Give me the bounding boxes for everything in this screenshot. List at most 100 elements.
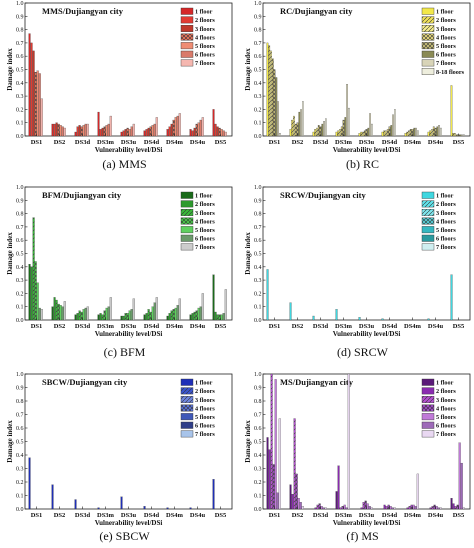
legend-swatch	[421, 413, 435, 421]
bar-DS4m-2-floors	[406, 507, 409, 510]
y-tick-label: 0.7	[254, 41, 262, 47]
y-tick-label: 0.0	[16, 318, 24, 324]
y-tick-label: 0.5	[16, 252, 24, 258]
y-tick-label: 0.0	[16, 507, 24, 513]
legend-label: 1 floor	[436, 193, 454, 200]
x-tick-label: DS5	[453, 323, 465, 330]
bar-DS2-1-floor	[289, 302, 292, 321]
y-tick-label: 0.2	[16, 291, 24, 297]
y-axis-label: Damage index	[244, 420, 252, 463]
bar-DS4d-5-floors	[151, 125, 154, 137]
bar-DS4d-7-floors	[393, 507, 396, 510]
bar-DS2-8-18-floors	[302, 101, 304, 137]
bar-DS4u-5-floors	[197, 307, 200, 321]
bar-DS3u-2-floors	[122, 315, 125, 321]
bar-DS1-8-18-floors	[279, 133, 281, 137]
legend-swatch	[180, 200, 194, 208]
legend-swatch	[421, 378, 435, 386]
bar-DS4d-6-floors	[390, 125, 393, 137]
bar-DS3m-6-floors	[107, 123, 110, 137]
bar-DS5-7-floors	[462, 507, 465, 510]
bar-DS4u-4-floors	[195, 310, 198, 321]
bar-DS1-1-floor	[28, 33, 31, 137]
bar-DS1-6-floors	[38, 73, 41, 137]
y-tick-label: 0.1	[16, 121, 24, 127]
bar-DS3d-3-floors	[78, 125, 81, 137]
bar-DS5-6-floors	[222, 313, 225, 321]
bar-DS4m-6-floors	[413, 127, 416, 137]
bar-DS4u-8-18-floors	[440, 127, 442, 137]
x-tick-label: DS5	[215, 139, 227, 146]
y-tick-label: 0.6	[16, 238, 24, 244]
bar-DS1-7-floors	[40, 98, 43, 137]
legend-swatch	[180, 191, 194, 199]
bar-DS1-4-floors	[34, 72, 37, 137]
legend-swatch	[421, 208, 435, 216]
x-tick-label: DS1	[31, 139, 43, 146]
bar-DS5-7-floors	[461, 134, 463, 137]
bar-DS5-2-floors	[452, 133, 455, 137]
y-tick-label: 0.4	[16, 81, 24, 87]
x-axis-label: Vulnerability level/DSi	[333, 519, 401, 527]
x-axis-label: Vulnerability level/DSi	[95, 519, 163, 527]
bar-DS3d-4-floors	[318, 503, 321, 510]
x-tick-label: DS2	[54, 512, 66, 519]
y-tick-label: 0.7	[254, 413, 262, 419]
y-tick-label: 0.8	[16, 212, 24, 218]
bar-DS3d-5-floors	[320, 506, 323, 510]
bar-DS1-3-floors	[32, 217, 35, 321]
bar-DS4u-5-floors	[197, 122, 200, 137]
x-tick-label: DS1	[269, 512, 281, 519]
bar-DS3m-1-floor	[335, 131, 338, 137]
bar-DS1-1-floor	[266, 42, 269, 137]
bar-DS3u-6-floors	[130, 126, 133, 137]
bar-DS3u-3-floors	[362, 502, 365, 510]
y-tick-label: 0.2	[254, 107, 262, 113]
legend-label: 2 floors	[195, 388, 215, 395]
legend-swatch	[180, 430, 194, 438]
bar-DS4m-4-floors	[172, 119, 175, 137]
legend-label: 3 floors	[195, 26, 215, 33]
bar-DS4u-1-floor	[427, 131, 430, 137]
legend-swatch	[421, 200, 435, 208]
legend-label: 2 floors	[195, 17, 215, 24]
bar-DS5-1-floor	[212, 109, 215, 137]
x-tick-label: DS3d	[313, 139, 329, 146]
bar-DS1-1-floor	[28, 264, 31, 321]
legend-label: 5 floors	[436, 227, 456, 234]
x-tick-label: DS4d	[144, 323, 160, 330]
legend-label: 3 floors	[436, 26, 456, 33]
bar-DS3u-3-floors	[362, 131, 364, 137]
legend-label: 6 floors	[195, 52, 215, 59]
legend-label: 4 floors	[436, 405, 456, 412]
y-tick-label: 0.2	[16, 480, 24, 486]
y-tick-label: 0.3	[16, 278, 24, 284]
y-tick-label: 0.2	[16, 107, 24, 113]
bar-DS3d-3-floors	[316, 127, 318, 137]
bar-DS5-3-floors	[216, 126, 219, 137]
bar-DS4u-5-floors	[435, 506, 438, 510]
bar-DS2-6-floors	[298, 111, 301, 137]
chart-panel-1: 0.0 0.1 0.2 0.3 0.4 0.5 0.6 0.7 0.8 0.9 1.0 Damage …	[6, 1, 233, 171]
bar-DS2-7-floors	[300, 109, 302, 137]
x-tick-label: DS3m	[335, 512, 353, 519]
legend-label: 3 floors	[195, 210, 215, 217]
bar-DS5-7-floors	[224, 289, 227, 321]
bar-DS4u-7-floors	[201, 293, 204, 321]
legend-label: 6 floors	[195, 236, 215, 243]
legend-label: 8-18 floors	[436, 69, 465, 76]
y-tick-label: 0.6	[254, 238, 262, 244]
legend-swatch	[421, 234, 435, 242]
x-tick-label: DS3u	[121, 323, 137, 330]
bar-DS4m-3-floors	[170, 123, 173, 137]
legend-swatch	[421, 191, 435, 199]
bar-DS1-7-floors	[277, 101, 279, 137]
legend-swatch	[180, 243, 194, 251]
x-axis-label: Vulnerability level/DSi	[333, 146, 401, 154]
bar-DS3u-1-floor	[358, 317, 361, 321]
bar-DS2-2-floors	[291, 494, 294, 510]
x-tick-label: DS2	[54, 323, 66, 330]
legend-swatch	[421, 67, 435, 75]
